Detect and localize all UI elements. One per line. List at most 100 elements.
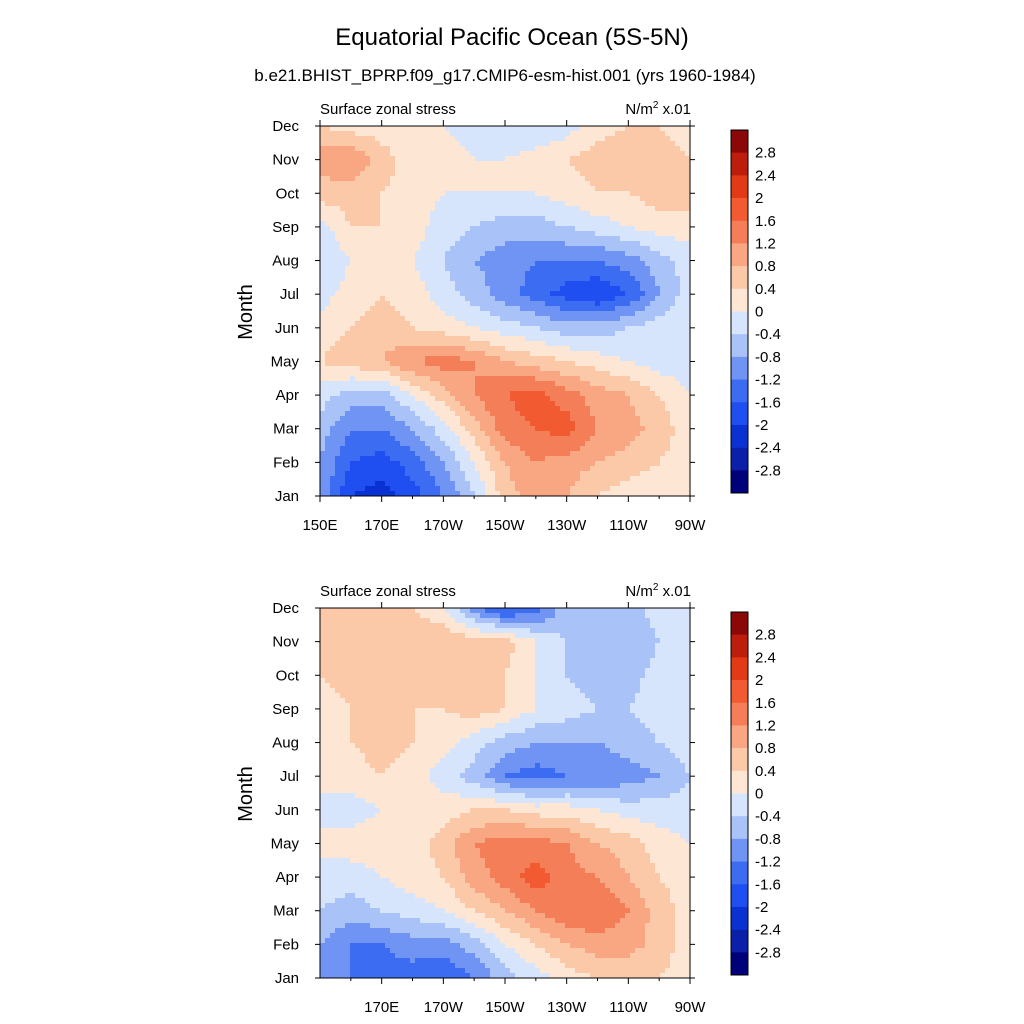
contour-cell [325, 271, 331, 277]
contour-cell [650, 171, 656, 177]
contour-cell [445, 431, 451, 437]
contour-cell [635, 281, 641, 287]
contour-cell [665, 456, 671, 462]
contour-cell [335, 231, 341, 237]
contour-cell [530, 276, 536, 282]
contour-cell [590, 146, 596, 152]
contour-cell [670, 391, 676, 397]
contour-cell [660, 336, 666, 342]
contour-cell [480, 181, 486, 187]
contour-cell [385, 171, 391, 177]
contour-cell [385, 196, 391, 202]
contour-cell [600, 191, 606, 197]
contour-cell [430, 191, 436, 197]
contour-cell [600, 351, 606, 357]
contour-cell [505, 171, 511, 177]
contour-cell [680, 321, 686, 327]
contour-cell [510, 246, 516, 252]
contour-cell [380, 166, 386, 172]
contour-cell [565, 251, 571, 257]
contour-cell [530, 226, 536, 232]
contour-cell [585, 176, 591, 182]
contour-cell [580, 216, 586, 222]
contour-cell [455, 396, 461, 402]
contour-cell [380, 411, 386, 417]
contour-cell [330, 306, 336, 312]
contour-cell [375, 396, 381, 402]
contour-cell [490, 136, 496, 142]
contour-cell [345, 401, 351, 407]
contour-cell [665, 181, 671, 187]
contour-cell [375, 311, 381, 317]
contour-cell [635, 316, 641, 322]
contour-cell [685, 201, 691, 207]
contour-cell [545, 446, 551, 452]
contour-cell [535, 191, 541, 197]
contour-cell [410, 201, 416, 207]
contour-cell [600, 406, 606, 412]
contour-cell [660, 376, 666, 382]
contour-cell [480, 396, 486, 402]
contour-cell [380, 156, 386, 162]
contour-cell [380, 231, 386, 237]
contour-cell [685, 366, 691, 372]
contour-cell [500, 346, 506, 352]
contour-cell [450, 306, 456, 312]
contour-cell [475, 381, 481, 387]
contour-cell [415, 286, 421, 292]
contour-cell [505, 396, 511, 402]
contour-cell [420, 261, 426, 267]
contour-cell [645, 436, 651, 442]
contour-cell [505, 251, 511, 257]
contour-cell [560, 201, 566, 207]
contour-cell [660, 221, 666, 227]
contour-cell [455, 186, 461, 192]
contour-cell [440, 241, 446, 247]
contour-cell [585, 166, 591, 172]
contour-cell [515, 251, 521, 257]
contour-cell [525, 301, 531, 307]
contour-cell [485, 126, 491, 132]
contour-cell [680, 126, 686, 132]
contour-cell [525, 426, 531, 432]
contour-cell [475, 186, 481, 192]
contour-cell [630, 131, 636, 137]
contour-cell [500, 186, 506, 192]
contour-cell [455, 271, 461, 277]
contour-cell [625, 211, 631, 217]
contour-cell [670, 146, 676, 152]
contour-cell [545, 326, 551, 332]
contour-cell [355, 426, 361, 432]
contour-cell [415, 271, 421, 277]
contour-cell [680, 386, 686, 392]
contour-cell [420, 166, 426, 172]
contour-cell [680, 216, 686, 222]
contour-cell [590, 211, 596, 217]
contour-cell [660, 246, 666, 252]
contour-cell [400, 226, 406, 232]
contour-cell [605, 296, 611, 302]
contour-cell [555, 261, 561, 267]
contour-cell [575, 296, 581, 302]
contour-cell [470, 216, 476, 222]
contour-cell [340, 271, 346, 277]
contour-cell [355, 316, 361, 322]
contour-cell [495, 336, 501, 342]
contour-cell [515, 256, 521, 262]
contour-cell [370, 306, 376, 312]
contour-cell [365, 331, 371, 337]
contour-cell [320, 361, 326, 367]
contour-cell [490, 396, 496, 402]
contour-cell [655, 321, 661, 327]
contour-cell [485, 166, 491, 172]
contour-cell [665, 391, 671, 397]
contour-cell [430, 366, 436, 372]
contour-cell [610, 271, 616, 277]
contour-cell [480, 141, 486, 147]
contour-cell [390, 171, 396, 177]
contour-cell [420, 361, 426, 367]
contour-cell [345, 451, 351, 457]
contour-cell [520, 346, 526, 352]
contour-cell [595, 161, 601, 167]
contour-cell [360, 281, 366, 287]
